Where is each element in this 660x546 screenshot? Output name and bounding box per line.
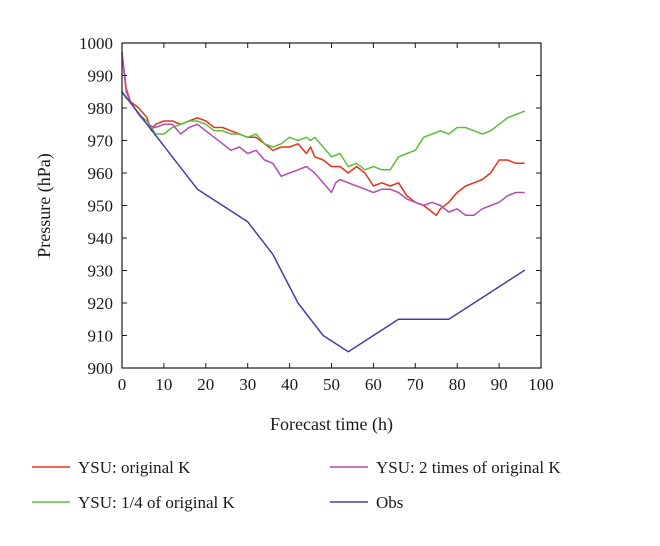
y-axis-title: Pressure (hPa) [34,153,55,257]
y-tick-label: 930 [88,262,114,281]
y-tick-label: 990 [88,67,114,86]
x-tick-label: 30 [239,375,256,394]
y-tick-label: 980 [88,99,114,118]
x-tick-label: 20 [197,375,214,394]
axes-frame [121,42,542,369]
x-tick-label: 0 [118,375,127,394]
x-tick-label: 100 [528,375,554,394]
y-tick-label: 920 [88,294,114,313]
series-line-3 [121,91,525,353]
y-tick-label: 1000 [79,34,113,53]
series-line-1 [121,91,525,171]
y-tick-label: 940 [88,229,114,248]
series-line-2 [121,52,525,217]
y-tick-label: 970 [88,132,114,151]
x-tick-label: 90 [491,375,508,394]
legend-label-2: YSU: 2 times of original K [376,458,561,477]
x-tick-label: 70 [407,375,424,394]
y-tick-label: 910 [88,327,114,346]
x-tick-label: 60 [365,375,382,394]
x-axis-title: Forecast time (h) [270,414,393,435]
legend: YSU: original K YSU: 1/4 of original K YSU… [32,458,561,512]
legend-label-3: Obs [376,493,403,512]
plot-area [121,52,525,353]
series-line-0 [121,52,525,217]
axes: 0 10 20 30 40 50 60 70 80 90 100 900 910 920 930 940 950… [34,34,554,435]
y-tick-label: 950 [88,197,114,216]
legend-label-1: YSU: 1/4 of original K [78,493,235,512]
y-tick-label: 960 [88,164,114,183]
x-tick-label: 80 [449,375,466,394]
legend-label-0: YSU: original K [78,458,191,477]
y-tick-label: 900 [88,359,114,378]
x-tick-label: 40 [281,375,298,394]
x-tick-label: 50 [323,375,340,394]
x-tick-label: 10 [155,375,172,394]
